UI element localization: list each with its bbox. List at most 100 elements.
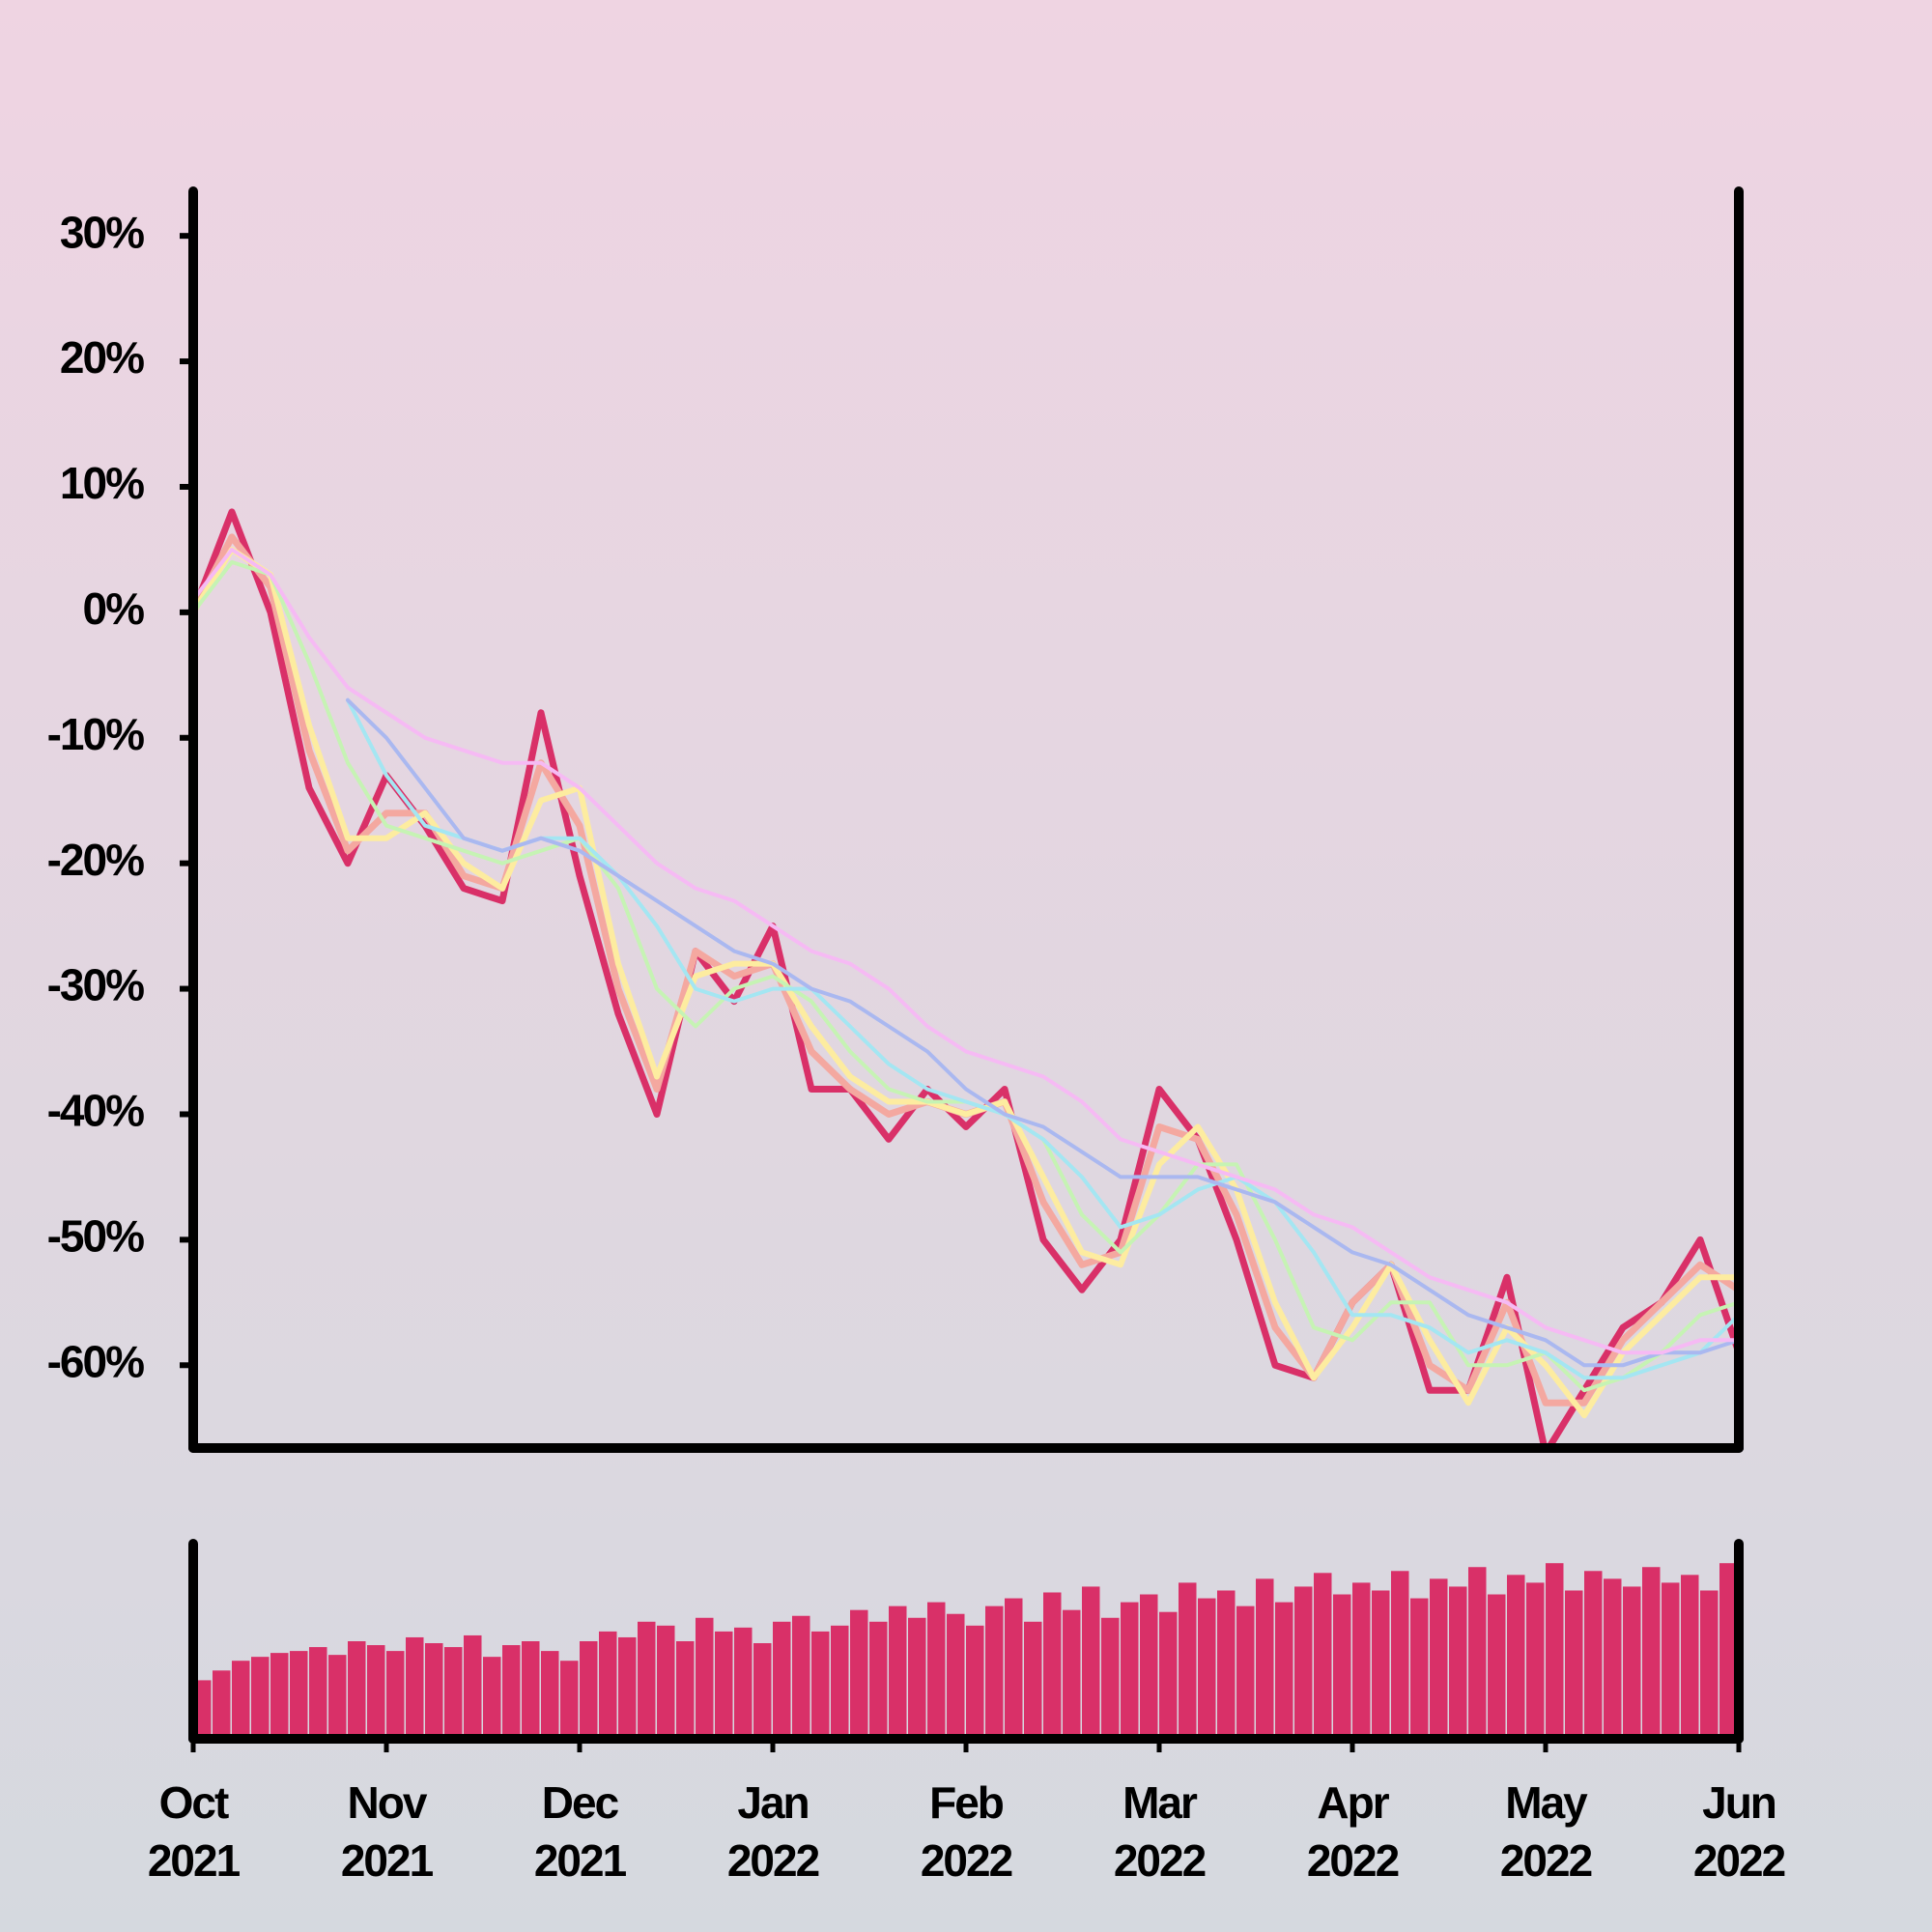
volume-bar [1546, 1563, 1564, 1739]
volume-bar [1121, 1602, 1139, 1739]
volume-bar [676, 1641, 695, 1739]
volume-bar [811, 1631, 830, 1739]
volume-bar [270, 1653, 289, 1739]
volume-bar [406, 1636, 424, 1739]
y-tick-label: 20% [60, 332, 144, 383]
volume-bar [734, 1627, 753, 1739]
volume-bar [1179, 1582, 1197, 1739]
volume-bar [831, 1625, 849, 1739]
volume-bar [1314, 1573, 1332, 1739]
volume-bar [1256, 1578, 1274, 1739]
x-tick-year: 2022 [1500, 1835, 1592, 1886]
volume-bar [1101, 1617, 1120, 1739]
x-tick-label: Dec [542, 1777, 619, 1828]
volume-bar [1294, 1586, 1313, 1739]
volume-bar [1468, 1567, 1487, 1739]
volume-bar [328, 1655, 347, 1739]
volume-bar [1236, 1605, 1255, 1739]
volume-bar [927, 1602, 946, 1739]
volume-bar [1623, 1586, 1641, 1739]
volume-bar [1391, 1571, 1409, 1739]
y-tick-label: -40% [47, 1086, 144, 1136]
volume-bar [715, 1631, 733, 1739]
x-tick-year: 2021 [148, 1835, 241, 1886]
volume-bar [1140, 1594, 1158, 1739]
volume-bar [773, 1621, 791, 1739]
volume-bar [1584, 1571, 1603, 1739]
volume-bar [502, 1645, 521, 1739]
y-tick-label: -50% [47, 1211, 144, 1262]
volume-bar [1333, 1594, 1351, 1739]
volume-bar [1082, 1586, 1100, 1739]
series-line [193, 508, 1739, 1448]
line-layer [193, 508, 1739, 1448]
x-tick-year: 2022 [727, 1835, 819, 1886]
volume-bar [599, 1631, 617, 1739]
volume-bar [889, 1605, 907, 1739]
volume-bar [386, 1651, 405, 1739]
series-line [193, 533, 1739, 1406]
volume-bar [1159, 1611, 1178, 1739]
volume-bar [1372, 1590, 1390, 1739]
x-tick-label: Oct [159, 1777, 229, 1828]
bar-layer [193, 1563, 1738, 1739]
y-tick-label: 10% [60, 458, 144, 508]
y-tick-label: 30% [60, 207, 144, 257]
volume-bar [580, 1641, 598, 1739]
volume-bar [1217, 1590, 1236, 1739]
volume-bar [1275, 1602, 1293, 1739]
volume-bar [792, 1615, 810, 1739]
volume-bar [541, 1651, 559, 1739]
x-tick-label: Apr [1317, 1777, 1389, 1828]
volume-bar [908, 1617, 926, 1739]
x-tick-label: May [1505, 1777, 1588, 1828]
series-line [193, 547, 1739, 1355]
volume-bar [464, 1634, 482, 1739]
volume-bar [1662, 1582, 1680, 1739]
volume-bar [1507, 1575, 1525, 1739]
y-tick-label: -60% [47, 1336, 144, 1386]
volume-bar [1410, 1598, 1429, 1739]
volume-bar [290, 1651, 308, 1739]
x-tick-label: Jan [737, 1777, 808, 1828]
volume-bar [425, 1643, 443, 1739]
volume-bar [1024, 1621, 1042, 1739]
volume-bar [1604, 1578, 1622, 1739]
y-tick-label: -30% [47, 960, 144, 1010]
volume-bar [753, 1643, 772, 1739]
x-tick-label: Jun [1702, 1777, 1776, 1828]
volume-bar [869, 1621, 888, 1739]
x-tick-year: 2022 [921, 1835, 1012, 1886]
volume-bar [1642, 1567, 1661, 1739]
x-tick-year: 2021 [534, 1835, 627, 1886]
volume-bar [850, 1609, 868, 1739]
volume-bar [483, 1657, 501, 1739]
volume-bar [444, 1647, 463, 1739]
volume-bar [1005, 1598, 1023, 1739]
x-tick-label: Mar [1122, 1777, 1198, 1828]
volume-bar [1430, 1578, 1448, 1739]
volume-bar [560, 1661, 579, 1739]
volume-bar [1063, 1609, 1081, 1739]
y-tick-label: 0% [83, 583, 145, 634]
volume-bar [1449, 1586, 1467, 1739]
volume-bar [1719, 1563, 1738, 1739]
volume-bar [348, 1641, 366, 1739]
y-tick-label: -10% [47, 709, 144, 759]
x-tick-year: 2022 [1114, 1835, 1206, 1886]
volume-bar [947, 1613, 965, 1739]
x-tick-label: Nov [348, 1777, 428, 1828]
x-tick-year: 2022 [1693, 1835, 1785, 1886]
series-line [346, 697, 1739, 1380]
y-tick-label: -20% [47, 835, 144, 885]
x-tick-label: Feb [929, 1777, 1004, 1828]
volume-bar [1700, 1590, 1719, 1739]
series-line [346, 697, 1739, 1368]
x-tick-year: 2022 [1307, 1835, 1399, 1886]
volume-bar [966, 1625, 984, 1739]
x-tick-year: 2021 [341, 1835, 434, 1886]
volume-bar [657, 1625, 675, 1739]
volume-bar [1526, 1582, 1545, 1739]
series-line [193, 559, 1739, 1393]
